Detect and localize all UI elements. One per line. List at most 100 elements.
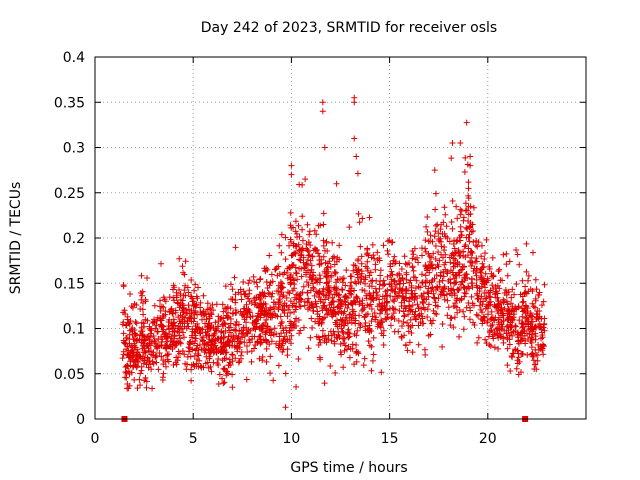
data-point (422, 245, 429, 252)
data-point (439, 277, 446, 284)
data-point (372, 316, 379, 323)
data-point (278, 249, 285, 256)
data-point (231, 326, 238, 333)
data-point (481, 255, 488, 262)
data-point (302, 176, 309, 183)
data-point (331, 310, 338, 317)
data-point (368, 283, 375, 290)
data-point (295, 356, 302, 363)
data-point (399, 286, 406, 293)
data-point (509, 350, 516, 357)
data-point (436, 257, 443, 264)
data-point (405, 298, 412, 305)
data-point (495, 310, 502, 317)
data-point (282, 234, 289, 241)
data-point (281, 303, 288, 310)
data-point (221, 334, 228, 341)
data-point (473, 311, 480, 318)
data-point (188, 315, 195, 322)
data-point (213, 326, 220, 333)
x-tick-label: 10 (282, 431, 300, 447)
data-point (344, 320, 351, 327)
data-point (332, 319, 339, 326)
data-point (124, 343, 131, 350)
data-point (456, 307, 463, 314)
data-point (141, 342, 148, 349)
data-point (450, 263, 457, 270)
data-point (458, 278, 465, 285)
data-point (451, 275, 458, 282)
data-point (337, 349, 344, 356)
data-point (454, 215, 461, 222)
data-point (437, 238, 444, 245)
data-point (176, 332, 183, 339)
data-point (516, 317, 523, 324)
data-point (287, 309, 294, 316)
data-point (444, 312, 451, 319)
data-point (378, 369, 385, 376)
data-point (524, 308, 531, 315)
data-point (377, 272, 384, 279)
data-point (287, 281, 294, 288)
data-point (407, 316, 414, 323)
data-point (288, 171, 295, 178)
data-point (465, 283, 472, 290)
data-point (150, 332, 157, 339)
data-point (338, 300, 345, 307)
data-point (254, 283, 261, 290)
data-point (347, 288, 354, 295)
data-point (256, 324, 263, 331)
data-point (529, 313, 536, 320)
data-point (267, 326, 274, 333)
data-point (184, 284, 191, 291)
data-point (156, 303, 163, 310)
data-point (287, 271, 294, 278)
data-point (539, 329, 546, 336)
data-point (168, 305, 175, 312)
data-point (204, 328, 211, 335)
data-point (345, 287, 352, 294)
data-point (410, 273, 417, 280)
data-point (422, 283, 429, 290)
data-point (404, 319, 411, 326)
data-point (362, 323, 369, 330)
data-point (242, 291, 249, 298)
data-point (411, 245, 418, 252)
data-point (425, 301, 432, 308)
data-point (355, 210, 362, 217)
data-point (497, 300, 504, 307)
data-point (508, 300, 515, 307)
data-point (209, 301, 216, 308)
data-point (191, 352, 198, 359)
data-point (177, 291, 184, 298)
data-point (248, 358, 255, 365)
data-point (441, 204, 448, 211)
data-point (351, 361, 358, 368)
data-point (338, 317, 345, 324)
data-point (219, 357, 226, 364)
data-point (458, 232, 465, 239)
data-point (127, 349, 134, 356)
data-point (290, 321, 297, 328)
data-point (452, 300, 459, 307)
data-point (389, 271, 396, 278)
data-point (267, 353, 274, 360)
data-point (268, 338, 275, 345)
data-point (346, 224, 353, 231)
data-point (163, 345, 170, 352)
data-point (327, 263, 334, 270)
data-point (166, 294, 173, 301)
data-point (217, 349, 224, 356)
data-point (511, 311, 518, 318)
data-point (437, 235, 444, 242)
data-point (329, 313, 336, 320)
data-point (537, 324, 544, 331)
data-point (346, 317, 353, 324)
data-point (328, 272, 335, 279)
data-point (120, 330, 127, 337)
data-point (448, 155, 455, 162)
data-point (297, 257, 304, 264)
data-point (214, 360, 221, 367)
data-point (346, 354, 353, 361)
data-point (513, 247, 520, 254)
